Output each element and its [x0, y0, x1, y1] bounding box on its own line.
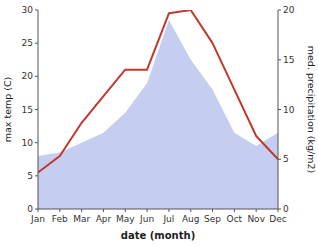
- y2-tick: [278, 10, 281, 11]
- y-tick: [35, 43, 38, 44]
- y-tick-label: 30: [22, 5, 34, 15]
- y2-tick-label: 10: [283, 105, 295, 115]
- y-tick: [35, 109, 38, 110]
- x-tick-label: Jan: [30, 214, 45, 224]
- x-tick-label: May: [116, 214, 135, 224]
- x-tick: [190, 209, 191, 212]
- y2-tick: [278, 159, 281, 160]
- y2-axis-label: med. precipitation (kg/m2): [306, 46, 317, 173]
- y2-tick-label: 5: [283, 154, 289, 164]
- y-tick: [35, 10, 38, 11]
- y2-tick-label: 20: [283, 5, 295, 15]
- y2-tick: [278, 109, 281, 110]
- y-tick-label: 10: [22, 138, 34, 148]
- y-tick-label: 0: [27, 204, 33, 214]
- y-tick: [35, 142, 38, 143]
- y-tick-label: 5: [27, 171, 33, 181]
- y-tick-label: 15: [22, 105, 33, 115]
- y2-tick-label: 0: [283, 204, 289, 214]
- x-tick: [59, 209, 60, 212]
- chart: JanFebMarAprMayJunJulAugSepOctNovDec0510…: [0, 0, 318, 247]
- x-tick: [168, 209, 169, 212]
- y-tick: [35, 76, 38, 77]
- x-tick: [256, 209, 257, 212]
- x-tick-label: Sep: [204, 214, 221, 224]
- y2-tick-label: 15: [283, 55, 294, 65]
- x-tick-label: Feb: [52, 214, 68, 224]
- area: [38, 20, 278, 209]
- x-tick: [103, 209, 104, 212]
- x-axis: [38, 209, 278, 210]
- x-tick-label: Mar: [73, 214, 90, 224]
- x-axis-label: date (month): [121, 230, 195, 241]
- x-tick-label: Jun: [139, 214, 154, 224]
- y2-tick: [278, 59, 281, 60]
- x-tick: [125, 209, 126, 212]
- x-tick: [81, 209, 82, 212]
- x-tick: [212, 209, 213, 212]
- y-axis-label: max temp (C): [2, 77, 13, 143]
- y-tick: [35, 175, 38, 176]
- x-tick-label: Oct: [227, 214, 243, 224]
- y2-tick: [278, 209, 281, 210]
- y-tick-label: 20: [22, 71, 34, 81]
- plot-area: [38, 10, 278, 209]
- x-tick-label: Aug: [182, 214, 200, 224]
- x-tick: [234, 209, 235, 212]
- x-tick-label: Apr: [96, 214, 112, 224]
- y-tick: [35, 209, 38, 210]
- y-tick-label: 25: [22, 38, 33, 48]
- x-tick-label: Jul: [162, 214, 174, 224]
- x-tick-label: Dec: [269, 214, 286, 224]
- x-tick-label: Nov: [247, 214, 265, 224]
- line: [38, 10, 278, 173]
- x-tick: [147, 209, 148, 212]
